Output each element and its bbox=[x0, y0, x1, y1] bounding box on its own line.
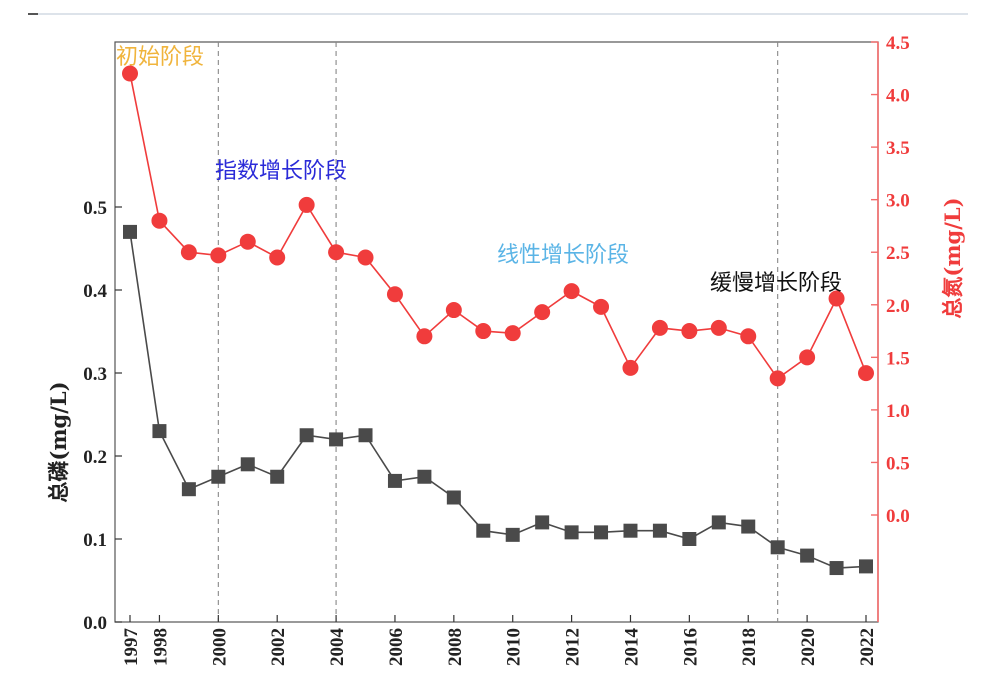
left-axis-tick-label: 0.3 bbox=[83, 364, 107, 385]
phase-dividers bbox=[217, 42, 779, 622]
left-axis-tick-label: 0.4 bbox=[83, 281, 107, 302]
data-point-circle bbox=[534, 304, 551, 321]
right-axis-tick-label: 1.0 bbox=[886, 401, 910, 422]
right-axis-tick-label: 3.0 bbox=[886, 191, 910, 212]
x-axis-tick-label: 2022 bbox=[857, 628, 878, 666]
data-point-circle bbox=[504, 325, 521, 342]
data-point-circle bbox=[622, 359, 639, 376]
left-axis-tick-label: 0.5 bbox=[83, 198, 107, 219]
data-point-square bbox=[123, 224, 137, 239]
data-point-circle bbox=[122, 65, 138, 82]
right-axis-tick-label: 0.0 bbox=[886, 506, 910, 527]
x-axis-tick-label: 2018 bbox=[739, 628, 760, 666]
data-point-square bbox=[270, 469, 285, 484]
data-point-circle bbox=[357, 249, 374, 266]
phase-annotation: 缓慢增长阶段 bbox=[710, 271, 842, 296]
right-axis-tick-label: 1.5 bbox=[886, 348, 910, 369]
data-point-circle bbox=[328, 244, 345, 261]
data-point-square bbox=[859, 559, 873, 574]
right-axis-tick-label: 4.0 bbox=[886, 86, 910, 107]
data-point-square bbox=[594, 525, 609, 540]
data-point-circle bbox=[445, 302, 462, 319]
data-point-circle bbox=[769, 370, 786, 387]
phase-annotation: 初始阶段 bbox=[116, 45, 204, 70]
x-axis-tick-label: 2000 bbox=[209, 628, 230, 666]
data-point-square bbox=[535, 515, 550, 530]
data-point-square bbox=[741, 519, 756, 534]
x-axis-tick-label: 2002 bbox=[268, 628, 289, 666]
data-point-square bbox=[623, 523, 638, 538]
data-point-square bbox=[829, 561, 844, 576]
x-axis-tick-label: 2010 bbox=[504, 628, 525, 666]
x-axis-tick-label: 2016 bbox=[680, 628, 701, 666]
data-point-circle bbox=[828, 290, 845, 307]
data-point-circle bbox=[180, 244, 197, 261]
data-point-circle bbox=[651, 319, 668, 336]
left-axis-tick-label: 0.1 bbox=[83, 530, 107, 551]
data-point-square bbox=[240, 457, 255, 472]
data-point-circle bbox=[386, 286, 403, 303]
x-axis-tick-label: 1998 bbox=[150, 628, 171, 666]
data-point-square bbox=[446, 490, 461, 505]
data-point-square bbox=[417, 469, 432, 484]
data-point-square bbox=[505, 527, 520, 542]
data-point-square bbox=[770, 540, 785, 555]
data-point-square bbox=[652, 523, 667, 538]
series-line bbox=[129, 73, 867, 380]
data-point-square bbox=[564, 525, 579, 540]
data-point-circle bbox=[681, 323, 698, 340]
x-axis-tick-label: 2008 bbox=[445, 628, 466, 666]
x-axis-tick-label: 2012 bbox=[563, 628, 584, 666]
data-point-square bbox=[152, 424, 167, 439]
data-point-circle bbox=[298, 196, 315, 213]
data-point-square bbox=[387, 473, 402, 488]
data-point-circle bbox=[593, 298, 610, 315]
right-axis-tick-label: 2.5 bbox=[886, 243, 910, 264]
left-axis-tick-label: 0.2 bbox=[83, 447, 107, 468]
data-point-circle bbox=[210, 247, 227, 264]
data-point-square bbox=[682, 532, 697, 546]
data-point-circle bbox=[269, 249, 286, 266]
x-axis-tick-label: 2014 bbox=[621, 628, 642, 667]
data-point-square bbox=[181, 482, 196, 497]
x-axis-tick-label: 2006 bbox=[386, 628, 407, 666]
right-y-axis: 0.0 0.5 1.0 1.5 2.0 2.5 3.0 3.5 4.0 4.5 bbox=[871, 33, 910, 527]
series-total-phosphorus bbox=[123, 224, 873, 576]
data-point-square bbox=[476, 523, 491, 538]
data-point-square bbox=[711, 515, 726, 530]
data-point-square bbox=[299, 428, 314, 443]
left-y-axis: 0.0 0.1 0.2 0.3 0.4 0.5 bbox=[83, 198, 122, 634]
right-axis-title: 总氮(mg/L) bbox=[940, 197, 965, 318]
data-point-circle bbox=[416, 328, 433, 345]
data-point-circle bbox=[239, 233, 256, 250]
data-point-circle bbox=[740, 328, 757, 345]
data-point-square bbox=[329, 432, 344, 447]
data-point-circle bbox=[151, 212, 168, 229]
x-axis: 1997 1998 2000 2002 2004 2006 2008 2010 2012 2014… bbox=[121, 615, 878, 666]
right-axis-tick-label: 3.5 bbox=[886, 138, 910, 159]
right-axis-tick-label: 4.5 bbox=[886, 33, 910, 54]
left-axis-title: 总磷(mg/L) bbox=[46, 381, 71, 502]
series-total-nitrogen bbox=[122, 65, 874, 387]
x-axis-tick-label: 1997 bbox=[121, 628, 142, 667]
data-point-circle bbox=[799, 349, 816, 366]
data-point-circle bbox=[475, 323, 492, 340]
data-point-circle bbox=[710, 319, 727, 336]
data-point-square bbox=[800, 548, 815, 563]
left-axis-tick-label: 0.0 bbox=[83, 613, 107, 634]
data-point-square bbox=[211, 469, 226, 484]
data-point-square bbox=[358, 428, 373, 443]
right-axis-tick-label: 2.0 bbox=[886, 296, 910, 317]
x-axis-tick-label: 2004 bbox=[327, 628, 348, 667]
phase-annotation: 指数增长阶段 bbox=[215, 159, 347, 184]
data-point-circle bbox=[858, 365, 874, 382]
data-point-circle bbox=[563, 283, 580, 300]
phase-annotation: 线性增长阶段 bbox=[497, 243, 629, 268]
right-axis-tick-label: 0.5 bbox=[886, 453, 910, 474]
x-axis-tick-label: 2020 bbox=[798, 628, 819, 666]
